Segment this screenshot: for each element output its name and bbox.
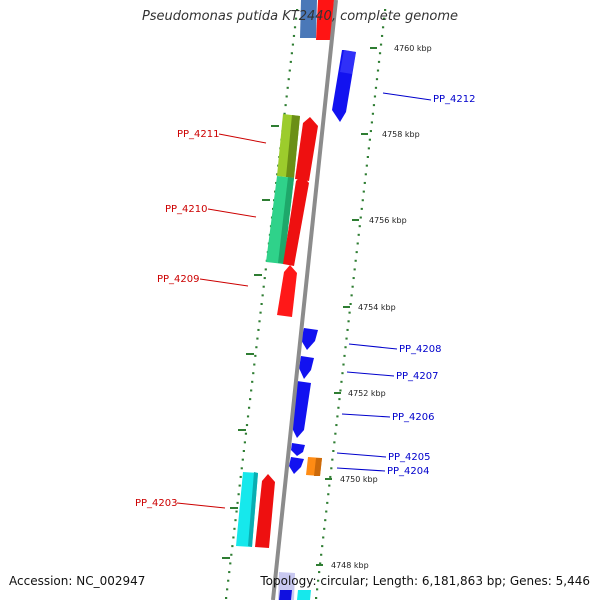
gene-label-pp4208[interactable]: PP_4208	[399, 344, 442, 355]
gene-feature-bottom-cyan[interactable]	[297, 590, 311, 600]
scale-tick-label: 4750 kbp	[340, 475, 378, 484]
gene-leader-line	[218, 133, 267, 144]
gene-label-pp4211[interactable]: PP_4211	[177, 129, 220, 140]
scale-tick-label: 4760 kbp	[394, 44, 432, 53]
gene-labels: PP_4212 PP_4211 PP_4210 PP_4209 PP_4208 PP_42…	[135, 92, 476, 509]
gene-feature-pp4204[interactable]	[289, 457, 304, 474]
gene-label-pp4210[interactable]: PP_4210	[165, 204, 208, 215]
gene-feature-pp4209[interactable]	[277, 265, 297, 317]
scale-tick-label: 4748 kbp	[331, 561, 369, 570]
gene-leader-line	[176, 502, 226, 509]
gene-feature-pp4210-red[interactable]	[283, 175, 309, 266]
gene-leader-line	[207, 208, 257, 218]
gene-leader-line	[348, 343, 398, 350]
gene-feature-top-red[interactable]	[316, 0, 334, 40]
gene-label-pp4204[interactable]: PP_4204	[387, 466, 430, 477]
gene-features	[236, 0, 356, 600]
gene-label-pp4205[interactable]: PP_4205	[388, 452, 431, 463]
gene-label-pp4212[interactable]: PP_4212	[433, 94, 476, 105]
gene-feature-bottom-blue[interactable]	[279, 590, 292, 600]
gene-label-pp4207[interactable]: PP_4207	[396, 371, 439, 382]
gene-leader-line	[382, 92, 432, 101]
scale-ticks: 4760 kbp 4758 kbp 4756 kbp 4754 kbp 4752 kbp…	[222, 44, 432, 570]
gene-leader-line	[336, 452, 387, 458]
gene-feature-pp4203-red[interactable]	[255, 474, 275, 548]
scale-tick-label: 4756 kbp	[369, 216, 407, 225]
right-dotted-guide	[315, 9, 387, 599]
gene-feature-pp4208[interactable]	[301, 328, 318, 350]
gene-leader-line	[341, 413, 391, 418]
map-title: Pseudomonas putida KT2440, complete geno…	[141, 9, 459, 24]
gene-label-pp4209[interactable]: PP_4209	[157, 274, 200, 285]
gene-label-pp4203[interactable]: PP_4203	[135, 498, 178, 509]
genome-summary: Topology: circular; Length: 6,181,863 bp…	[260, 574, 590, 588]
accession-text: Accession: NC_002947	[9, 574, 146, 588]
gene-feature-pp4211-red[interactable]	[295, 117, 318, 181]
scale-tick-label: 4752 kbp	[348, 389, 386, 398]
scale-tick-label: 4758 kbp	[382, 130, 420, 139]
gene-leader-line	[199, 278, 249, 287]
gene-leader-line	[346, 371, 395, 377]
scale-tick-label: 4754 kbp	[358, 303, 396, 312]
gene-feature-pp4207[interactable]	[299, 356, 314, 379]
gene-feature-pp4206[interactable]	[292, 381, 311, 438]
gene-leader-line	[336, 467, 386, 472]
genome-backbone	[271, 0, 338, 600]
gene-feature-top-blue[interactable]	[300, 0, 317, 38]
gene-feature-pp4205[interactable]	[291, 443, 305, 456]
gene-label-pp4206[interactable]: PP_4206	[392, 412, 435, 423]
